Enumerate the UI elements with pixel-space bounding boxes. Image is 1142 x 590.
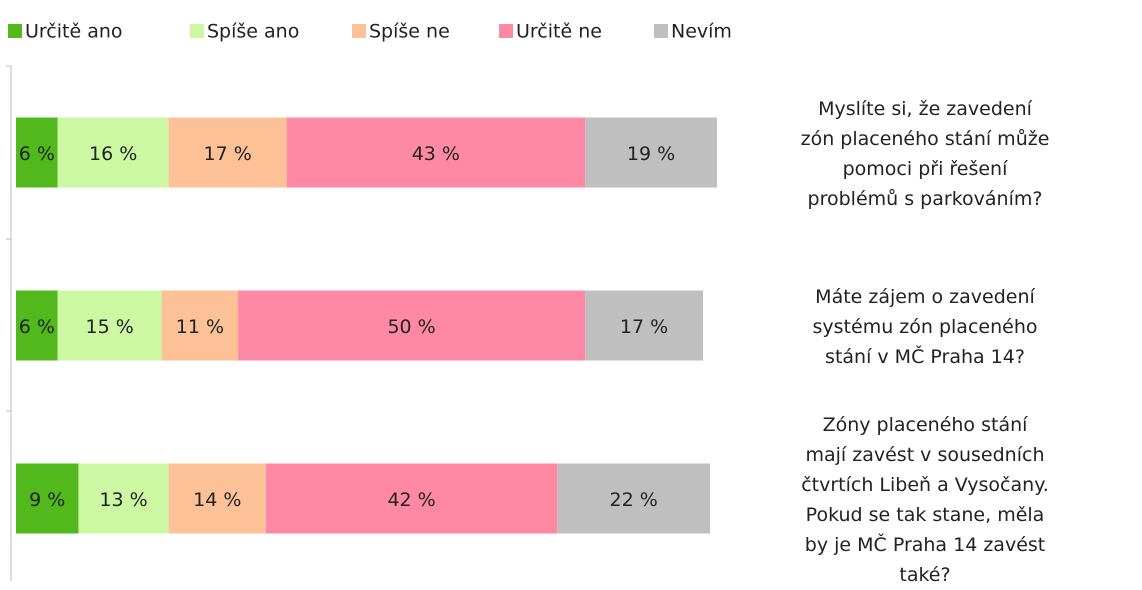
bar-segment [286,117,586,188]
value-label: 17 % [620,316,668,338]
legend-label: Nevím [671,21,732,43]
bar-segment [161,290,239,361]
category-label: Myslíte si, že zavedení zón placeného st… [800,97,1050,210]
value-label: 9 % [29,489,65,511]
legend-label: Spíše ne [369,21,450,43]
legend-label: Spíše ano [207,21,299,43]
value-label: 50 % [387,316,435,338]
bar-segment [78,463,169,534]
value-label: 14 % [193,489,241,511]
category-label: Máte zájem o zavedení systému zón placen… [812,285,1038,368]
bar-segment [585,117,717,188]
value-label: 15 % [86,316,134,338]
bar-segment [57,117,169,188]
bar-segment [238,290,586,361]
bar-segment [16,290,58,361]
value-label: 13 % [99,489,147,511]
legend-swatch [499,24,513,38]
legend-swatch [654,24,668,38]
bar-segment [557,463,710,534]
value-label: 22 % [610,489,658,511]
value-label: 42 % [387,489,435,511]
legend-swatch [352,24,366,38]
value-label: 11 % [176,316,224,338]
bar-segment [57,290,162,361]
bar-segment [168,117,287,188]
value-label: 6 % [19,316,55,338]
legend-swatch [190,24,204,38]
bar-segment [265,463,558,534]
legend-swatch [8,24,22,38]
value-label: 43 % [412,143,460,165]
bar-segment [585,290,704,361]
bar-segment [16,463,79,534]
value-label: 19 % [627,143,675,165]
bar-segment [168,463,266,534]
bar-segment [16,117,58,188]
legend-label: Určitě ne [516,21,602,43]
legend-label: Určitě ano [25,21,123,43]
value-label: 17 % [204,143,252,165]
category-label: Zóny placeného stání mají zavést v souse… [801,413,1049,586]
value-label: 6 % [19,143,55,165]
value-label: 16 % [89,143,137,165]
